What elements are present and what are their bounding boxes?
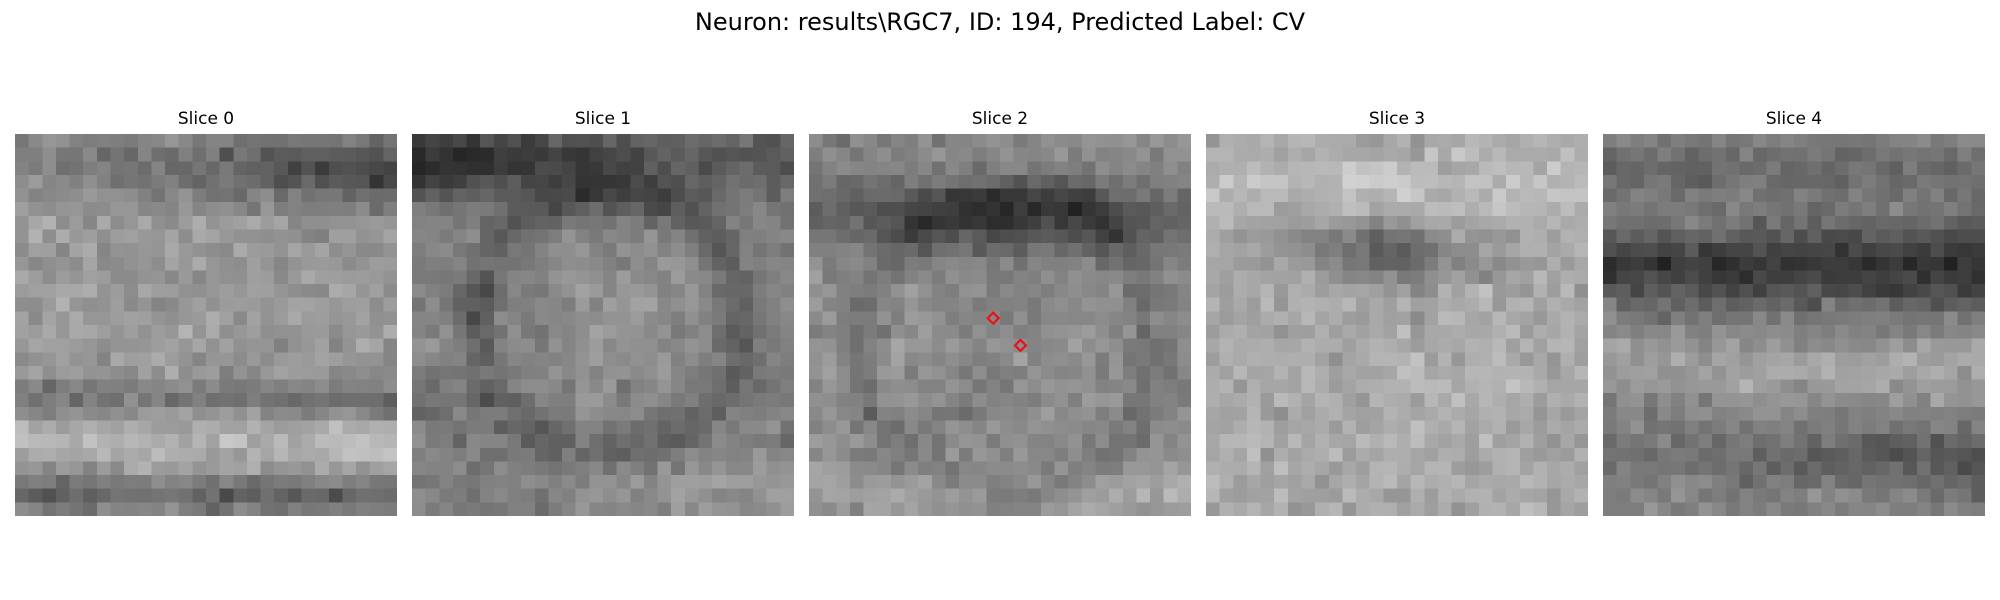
slice-panel-2: Slice 2 (809, 108, 1191, 516)
slice-title-0: Slice 0 (177, 109, 235, 129)
slice-title-1: Slice 1 (574, 109, 632, 129)
slice-image-0 (15, 134, 397, 516)
slice-panel-3: Slice 3 (1206, 108, 1588, 516)
slice-title-2: Slice 2 (971, 109, 1029, 129)
slice-image-2 (809, 134, 1191, 516)
slice-panel-4: Slice 4 (1603, 108, 1985, 516)
slice-title-4: Slice 4 (1765, 109, 1823, 129)
figure-title: Neuron: results\RGC7, ID: 194, Predicted… (694, 8, 1306, 36)
slice-image-3 (1206, 134, 1588, 516)
slice-image-1 (412, 134, 794, 516)
slice-title-3: Slice 3 (1368, 109, 1426, 129)
slice-image-4 (1603, 134, 1985, 516)
slice-panel-0: Slice 0 (15, 108, 397, 516)
slice-panel-1: Slice 1 (412, 108, 794, 516)
